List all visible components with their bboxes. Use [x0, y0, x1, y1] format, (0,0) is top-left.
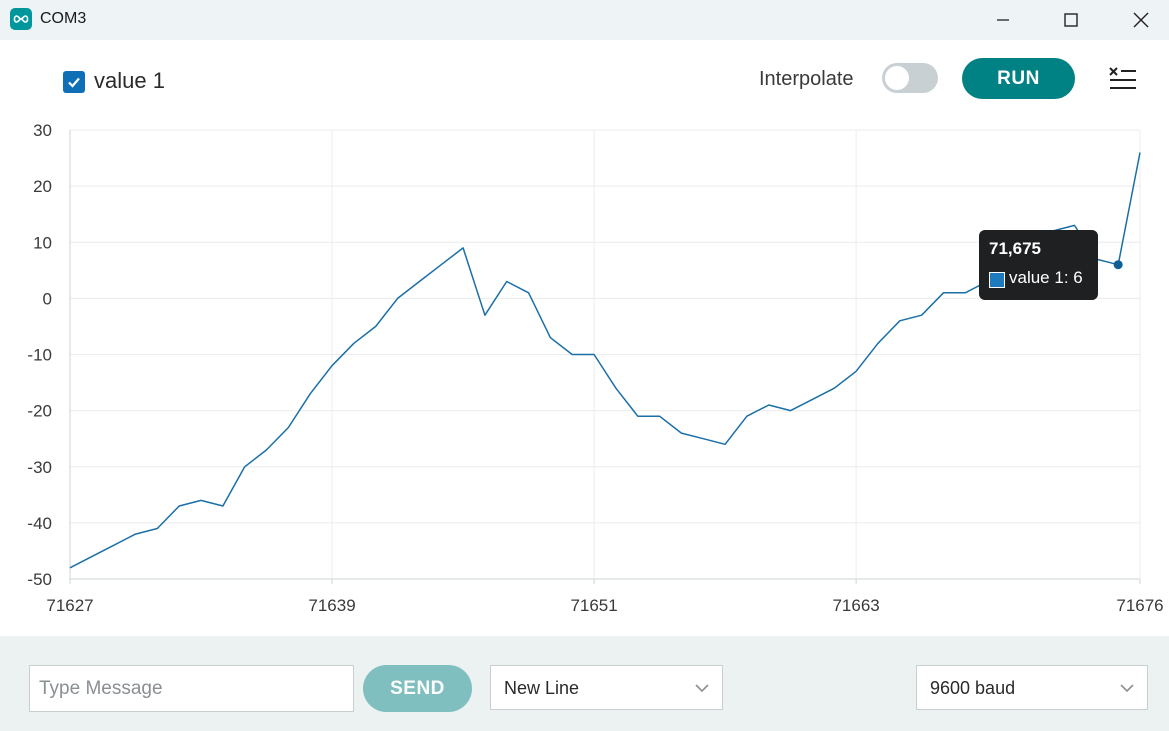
line-chart: 30 20 10 0 -10 -20 -30 -40 -50 71627 71639 71651 716… — [27, 121, 1163, 615]
run-button[interactable]: RUN — [962, 58, 1075, 99]
serial-input-bar: SEND New Line 9600 baud — [0, 636, 1169, 731]
close-button[interactable] — [1118, 0, 1164, 40]
interpolate-label: Interpolate — [759, 68, 854, 90]
chevron-down-icon — [695, 684, 709, 693]
x-tick-label: 71651 — [570, 596, 617, 615]
close-icon — [1133, 12, 1149, 28]
minimize-icon — [997, 19, 1009, 21]
line-ending-value: New Line — [504, 678, 580, 698]
series-line-value-1 — [69, 152, 1141, 569]
line-ending-select[interactable]: New Line — [490, 665, 723, 710]
y-tick-label: 10 — [33, 233, 52, 252]
y-tick-label: 0 — [43, 289, 52, 308]
x-tick-label: 71663 — [832, 596, 879, 615]
interpolate-toggle[interactable] — [882, 63, 938, 93]
tooltip-value: value 1: 6 — [1009, 268, 1083, 287]
maximize-button[interactable] — [1048, 0, 1094, 40]
message-input[interactable] — [29, 665, 354, 712]
baud-rate-select[interactable]: 9600 baud — [916, 665, 1148, 710]
title-bar: COM3 — [0, 0, 1169, 40]
y-tick-label: 20 — [33, 177, 52, 196]
series-checkbox[interactable] — [63, 71, 85, 93]
clear-button[interactable] — [1106, 64, 1140, 94]
data-tooltip: 71,675 value 1: 6 — [979, 230, 1098, 300]
window-title: COM3 — [40, 10, 87, 27]
tooltip-title: 71,675 — [989, 239, 1041, 258]
x-tick-label: 71676 — [1116, 596, 1163, 615]
y-tick-label: -10 — [27, 346, 52, 365]
series-label[interactable]: value 1 — [94, 68, 165, 93]
y-tick-label: 30 — [33, 121, 52, 140]
y-tick-label: -20 — [27, 402, 52, 421]
arduino-infinity-icon — [10, 8, 32, 30]
send-button[interactable]: SEND — [363, 665, 472, 712]
plot-area: 30 20 10 0 -10 -20 -30 -40 -50 71627 71639 71651 716… — [0, 112, 1169, 632]
y-tick-label: -30 — [27, 458, 52, 477]
chevron-down-icon — [1120, 684, 1134, 693]
tooltip-swatch — [989, 272, 1005, 288]
maximize-icon — [1064, 13, 1078, 27]
y-tick-label: -40 — [27, 514, 52, 533]
clear-list-icon — [1109, 67, 1136, 89]
hovered-data-point — [1113, 260, 1123, 270]
toggle-knob — [885, 66, 909, 90]
checkmark-icon — [68, 77, 80, 88]
minimize-button[interactable] — [980, 0, 1026, 40]
plotter-toolbar: value 1 Interpolate RUN — [0, 40, 1169, 120]
y-tick-label: -50 — [27, 570, 52, 589]
x-tick-label: 71627 — [46, 596, 93, 615]
baud-rate-value: 9600 baud — [930, 678, 1016, 698]
x-tick-label: 71639 — [308, 596, 355, 615]
